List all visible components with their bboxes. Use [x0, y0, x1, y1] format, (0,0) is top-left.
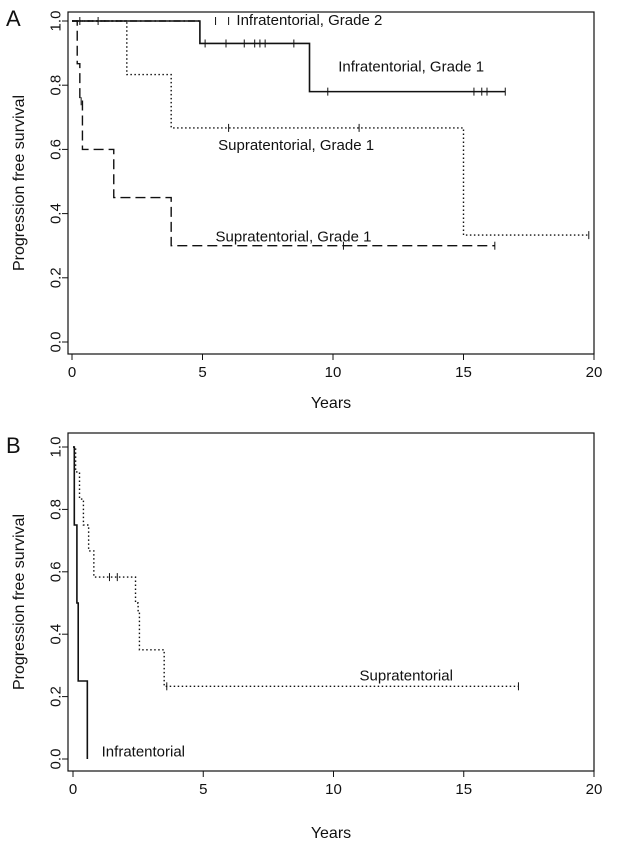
panel-label-a: A: [6, 6, 21, 31]
y-tick-label: 1.0: [48, 11, 65, 32]
y-tick-label: 0.0: [48, 749, 65, 770]
panel-label-b: B: [6, 433, 21, 458]
plot-frame: [67, 432, 595, 772]
curve-annotation: Supratentorial, Grade 1: [218, 137, 374, 154]
x-tick-label: 20: [586, 364, 603, 381]
y-tick-label: 0.4: [48, 203, 65, 224]
panel-b: B 0 5 10 15 20 0.0 0.2 0.4 0.6 0.8 1.0 Years Progres…: [0, 425, 618, 849]
km-chart-a: 0 5 10 15 20 0.0 0.2 0.4 0.6 0.8 1.0 Years Progressi…: [11, 11, 603, 412]
curve-annotation: Supratentorial: [360, 667, 453, 684]
x-tick-label: 10: [325, 781, 342, 798]
y-tick-label: 0.6: [48, 139, 65, 160]
x-tick-label: 0: [69, 781, 77, 798]
x-axis-label: Years: [311, 825, 351, 842]
curve-annotation: Supratentorial, Grade 1: [216, 229, 372, 246]
x-tick-label: 15: [455, 364, 472, 381]
x-tick-label: 10: [325, 364, 342, 381]
y-axis-label: Progression free survival: [11, 514, 28, 690]
x-tick-label: 0: [68, 364, 76, 381]
y-tick-label: 0.2: [48, 267, 65, 288]
curve-annotation: Infratentorial: [102, 744, 185, 761]
y-tick-label: 0.8: [48, 75, 65, 96]
plot-frame: [67, 11, 595, 355]
y-tick-label: 0.0: [48, 332, 65, 353]
survival-curve-supratentorial-grade-1-2: [72, 20, 589, 236]
survival-curve-infratentorial-grade-1-1: [72, 20, 506, 93]
y-tick-label: 1.0: [48, 437, 65, 458]
x-tick-label: 15: [455, 781, 472, 798]
survival-curve-infratentorial-1: [73, 446, 89, 759]
y-tick-label: 0.4: [48, 624, 65, 645]
y-axis-label: Progression free survival: [11, 95, 28, 271]
x-tick-label: 5: [198, 364, 206, 381]
x-tick-label: 5: [199, 781, 207, 798]
panel-a: A 0 5 10 15 20 0.0 0.2 0.4 0.6 0.8 1.0 Years Progres…: [0, 0, 618, 420]
survival-curve-supratentorial-0: [73, 446, 519, 688]
km-chart-b: 0 5 10 15 20 0.0 0.2 0.4 0.6 0.8 1.0 Years Progressi…: [11, 432, 603, 842]
curve-annotation: Infratentorial, Grade 2: [236, 12, 382, 29]
x-axis-label: Years: [311, 395, 351, 412]
survival-curve-supratentorial-grade-1-3: [72, 20, 495, 247]
curve-annotation: Infratentorial, Grade 1: [338, 59, 484, 76]
x-tick-label: 20: [586, 781, 603, 798]
y-tick-label: 0.8: [48, 499, 65, 520]
y-tick-label: 0.6: [48, 561, 65, 582]
y-tick-label: 0.2: [48, 686, 65, 707]
